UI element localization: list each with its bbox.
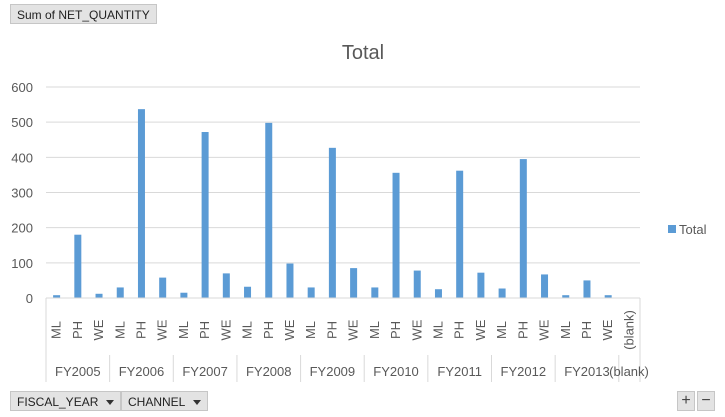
x-group-label: FY2007 (182, 364, 228, 379)
x-category-label: PH (133, 321, 148, 339)
chart-title: Total (342, 42, 384, 64)
x-category-label: PH (197, 321, 212, 339)
bar (159, 277, 167, 298)
x-category-label: ML (49, 321, 64, 339)
channel-field-label: CHANNEL (128, 395, 186, 409)
bar (53, 295, 61, 298)
y-tick-label: 500 (11, 115, 33, 130)
minus-icon: − (701, 392, 711, 409)
bar (137, 109, 145, 298)
x-category-label: WE (218, 319, 233, 340)
x-group-label: FY2009 (310, 364, 356, 379)
x-category-label: ML (112, 321, 127, 339)
bar (350, 268, 358, 298)
x-category-label: PH (324, 321, 339, 339)
bar (328, 147, 336, 298)
x-category-label: WE (473, 319, 488, 340)
bar (498, 288, 506, 298)
bar (583, 280, 591, 298)
x-group-label: FY2012 (501, 364, 547, 379)
bar (180, 292, 188, 298)
expand-field-button[interactable]: + (677, 391, 695, 411)
bar (95, 293, 103, 298)
y-tick-label: 100 (11, 256, 33, 271)
plus-icon: + (681, 392, 691, 409)
y-tick-label: 200 (11, 221, 33, 236)
y-tick-label: 300 (11, 186, 33, 201)
bar (519, 159, 527, 298)
x-category-label: WE (91, 319, 106, 340)
x-category-label: WE (155, 319, 170, 340)
x-group-label: FY2011 (437, 364, 482, 379)
x-category-label: PH (452, 321, 467, 339)
x-category-label: ML (367, 321, 382, 339)
x-category-label: WE (282, 319, 297, 340)
x-category-label: (blank) (621, 310, 636, 350)
x-group-label: (blank) (609, 364, 649, 379)
bar (244, 286, 252, 298)
bar (456, 170, 464, 298)
x-category-label: WE (537, 319, 552, 340)
y-tick-label: 600 (11, 80, 33, 95)
legend-swatch (668, 225, 676, 233)
bar (413, 270, 421, 298)
bar (307, 287, 315, 298)
bar (541, 274, 549, 298)
bar (265, 122, 273, 299)
x-group-label: FY2010 (373, 364, 419, 379)
x-group-label: FY2005 (55, 364, 101, 379)
x-category-label: PH (388, 321, 403, 339)
bar (116, 287, 124, 298)
x-group-label: FY2008 (246, 364, 292, 379)
dropdown-arrow-icon[interactable] (193, 400, 202, 406)
bar (201, 132, 209, 298)
legend-label: Total (679, 222, 707, 237)
bar (74, 234, 82, 298)
channel-field-button[interactable]: CHANNEL (121, 391, 209, 411)
x-category-label: ML (430, 321, 445, 339)
x-category-label: PH (70, 321, 85, 339)
bar (286, 263, 294, 298)
bar (604, 295, 612, 298)
x-category-label: WE (409, 319, 424, 340)
x-group-label: FY2013 (564, 364, 610, 379)
value-field-label: Sum of NET_QUANTITY (17, 8, 150, 22)
y-tick-label: 400 (11, 150, 33, 165)
bar (222, 273, 230, 298)
x-category-label: PH (515, 321, 530, 339)
x-category-label: ML (303, 321, 318, 339)
x-category-label: ML (494, 321, 509, 339)
bar (392, 172, 400, 298)
bar (371, 287, 379, 298)
dropdown-arrow-icon[interactable] (106, 400, 115, 406)
x-category-label: PH (261, 321, 276, 339)
x-category-label: ML (176, 321, 191, 339)
bar (434, 289, 442, 298)
fiscal-year-field-label: FISCAL_YEAR (17, 395, 99, 409)
fiscal-year-field-button[interactable]: FISCAL_YEAR (10, 391, 122, 411)
x-group-label: FY2006 (119, 364, 165, 379)
bar (562, 295, 570, 298)
collapse-field-button[interactable]: − (697, 391, 715, 411)
x-category-label: WE (600, 319, 615, 340)
y-tick-label: 0 (26, 291, 33, 306)
x-category-label: ML (558, 321, 573, 339)
x-category-label: PH (579, 321, 594, 339)
bar (477, 272, 485, 298)
value-field-button[interactable]: Sum of NET_QUANTITY (10, 4, 157, 24)
x-category-label: ML (240, 321, 255, 339)
x-category-label: WE (346, 319, 361, 340)
